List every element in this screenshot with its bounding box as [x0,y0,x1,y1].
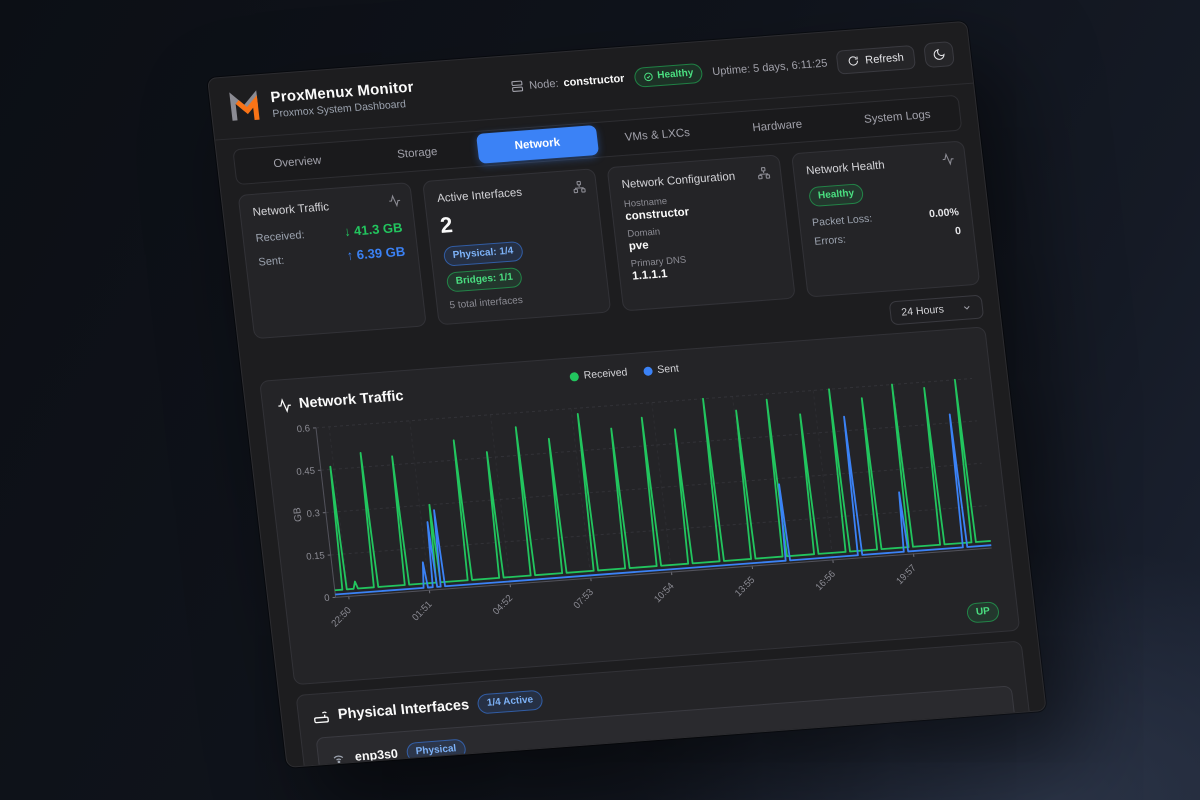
check-circle-icon [643,71,654,82]
network-health-card: Network Health Healthy Packet Loss: 0.00… [791,140,981,298]
tab-overview[interactable]: Overview [272,154,322,171]
total-interfaces-note: 5 total interfaces [449,294,524,312]
header: ProxMenux Monitor Proxmox System Dashboa… [208,21,974,141]
svg-text:0.6: 0.6 [296,423,310,435]
network-traffic-card: Network Traffic Received: ↓ 41.3 GB Sent… [237,182,427,340]
tab-storage[interactable]: Storage [396,145,439,161]
traffic-chart: 0 0.15 0.3 0.45 0.6 22:50 01:51 04:52 07:53 10:54… [279,370,1002,653]
sent-label: Sent: [257,254,285,269]
time-range-select[interactable]: 24 Hours [889,294,985,326]
svg-text:01:51: 01:51 [410,599,434,623]
errors-value: 0 [954,224,962,238]
svg-text:0.45: 0.45 [296,466,316,478]
svg-text:07:53: 07:53 [571,587,595,611]
svg-text:GB: GB [292,507,305,523]
card-title: Network Health [805,159,886,178]
bridges-count-badge: Bridges: 1/1 [445,267,524,293]
svg-text:0: 0 [324,593,331,604]
chart-title: Network Traffic [298,388,405,412]
chevron-down-icon [961,302,972,313]
chart-title-group: Network Traffic [276,388,404,413]
theme-toggle-button[interactable] [923,41,955,69]
active-interfaces-count: 2 [438,212,454,238]
wifi-icon [330,750,347,766]
svg-text:10:54: 10:54 [652,580,677,605]
proxmenux-logo-icon [229,89,260,121]
node-info: Node: constructor [511,72,626,93]
legend-dot-sent [642,365,653,376]
server-icon [511,79,525,93]
received-value: ↓ 41.3 GB [343,219,404,240]
activity-icon [276,397,293,413]
activity-icon [387,194,401,208]
network-tree-icon [756,166,771,180]
svg-text:13:55: 13:55 [733,575,757,599]
active-count-badge: 1/4 Active [476,689,544,715]
activity-icon [941,152,955,166]
refresh-icon [848,55,860,67]
packet-loss-value: 0.00% [928,206,960,221]
svg-text:22:50: 22:50 [329,605,353,629]
svg-text:16:56: 16:56 [814,569,838,593]
refresh-button[interactable]: Refresh [835,44,917,75]
router-icon [312,707,330,724]
tab-system-logs[interactable]: System Logs [863,108,932,126]
received-label: Received: [255,228,306,245]
card-title: Network Configuration [621,170,736,192]
legend-received: Received [569,366,628,382]
moon-icon [932,48,946,62]
node-name: constructor [562,72,626,89]
active-interfaces-card: Active Interfaces 2 Physical: 1/4 Bridge… [422,168,612,326]
interface-type-badge: Physical [405,738,467,763]
svg-text:0.3: 0.3 [306,508,320,520]
network-configuration-card: Network Configuration Hostname construct… [606,154,796,312]
tab-network[interactable]: Network [475,124,600,164]
brand: ProxMenux Monitor Proxmox System Dashboa… [226,77,417,125]
node-label: Node: [528,77,560,92]
tab-vms-lxcs[interactable]: VMs & LXCs [624,126,691,144]
health-status-badge: Healthy [808,183,865,208]
interface-row-enp3s0[interactable]: enp3s0 Physical [315,685,1017,768]
legend-sent: Sent [642,362,680,377]
interface-up-badge: UP [965,600,1001,624]
stats-row: Network Traffic Received: ↓ 41.3 GB Sent… [237,140,981,340]
traffic-chart-svg: 0 0.15 0.3 0.45 0.6 22:50 01:51 04:52 07:53 10:54… [292,378,992,629]
dashboard-window: ProxMenux Monitor Proxmox System Dashboa… [207,20,1047,768]
health-badge: Healthy [633,62,704,88]
physical-interfaces-card: Physical Interfaces 1/4 Active enp3s0 Ph… [295,640,1034,768]
legend-dot-received [569,371,580,382]
sent-value: ↑ 6.39 GB [345,243,406,263]
card-title: Active Interfaces [436,186,523,206]
tab-hardware[interactable]: Hardware [751,118,803,135]
uptime-text: Uptime: 5 days, 6:11:25 [711,56,829,78]
svg-text:0.15: 0.15 [306,550,326,562]
errors-label: Errors: [813,233,847,248]
chart-legend: Received Sent [569,362,680,382]
svg-text:19:57: 19:57 [894,563,918,587]
svg-text:04:52: 04:52 [491,593,515,617]
card-title: Network Traffic [252,201,330,219]
network-nodes-icon [572,180,586,194]
interface-name: enp3s0 [354,746,399,764]
network-traffic-chart-card: Network Traffic Received Sent 0 0.15 0.3 0.… [259,326,1021,685]
physical-count-badge: Physical: 1/4 [442,240,524,267]
packet-loss-label: Packet Loss: [811,212,873,229]
physical-interfaces-title: Physical Interfaces [337,696,470,723]
